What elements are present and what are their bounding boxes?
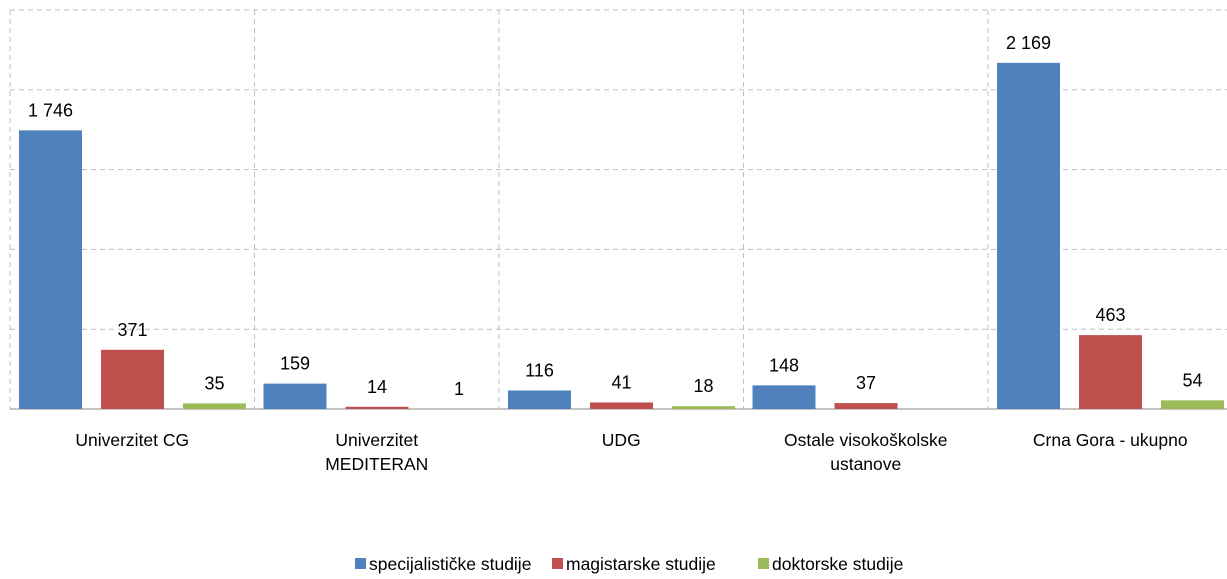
data-label: 14: [367, 377, 387, 397]
data-label: 41: [611, 372, 631, 392]
x-tick-label: Univerzitet MEDITERAN: [325, 430, 429, 474]
bar: [672, 406, 735, 409]
bar: [590, 402, 653, 409]
data-label: 1: [454, 379, 464, 399]
data-label: 159: [280, 354, 310, 374]
data-label: 463: [1095, 305, 1125, 325]
data-label: 54: [1182, 370, 1202, 390]
legend-swatch: [552, 558, 563, 569]
data-label: 1 746: [28, 100, 73, 120]
x-tick-label: Crna Gora - ukupno: [1032, 430, 1188, 450]
data-label: 371: [117, 320, 147, 340]
legend-label: specijalističke studije: [369, 554, 531, 574]
bar: [345, 406, 409, 409]
legend-label: magistarske studije: [566, 554, 716, 574]
data-label: 116: [525, 360, 554, 380]
legend-label: doktorske studije: [772, 554, 903, 574]
data-label: 35: [204, 373, 224, 393]
legend-swatch: [355, 558, 366, 569]
bar: [19, 130, 82, 410]
bar: [834, 403, 898, 409]
bar: [101, 349, 164, 409]
data-label: 37: [856, 373, 876, 393]
bar: [1161, 400, 1224, 409]
bar: [1079, 335, 1142, 409]
bar: [183, 403, 246, 409]
x-tick-label: Ostale visokoškolske ustanove: [784, 430, 948, 474]
bar: [508, 390, 571, 409]
x-tick-label: Univerzitet CG: [75, 430, 190, 450]
bar: [752, 385, 816, 409]
data-label: 148: [769, 355, 799, 375]
data-label: 18: [693, 376, 713, 396]
x-tick-label: UDG: [601, 430, 641, 450]
bar: [997, 62, 1060, 409]
bar: [263, 383, 327, 409]
data-label: 2 169: [1006, 33, 1051, 53]
legend-swatch: [758, 558, 769, 569]
